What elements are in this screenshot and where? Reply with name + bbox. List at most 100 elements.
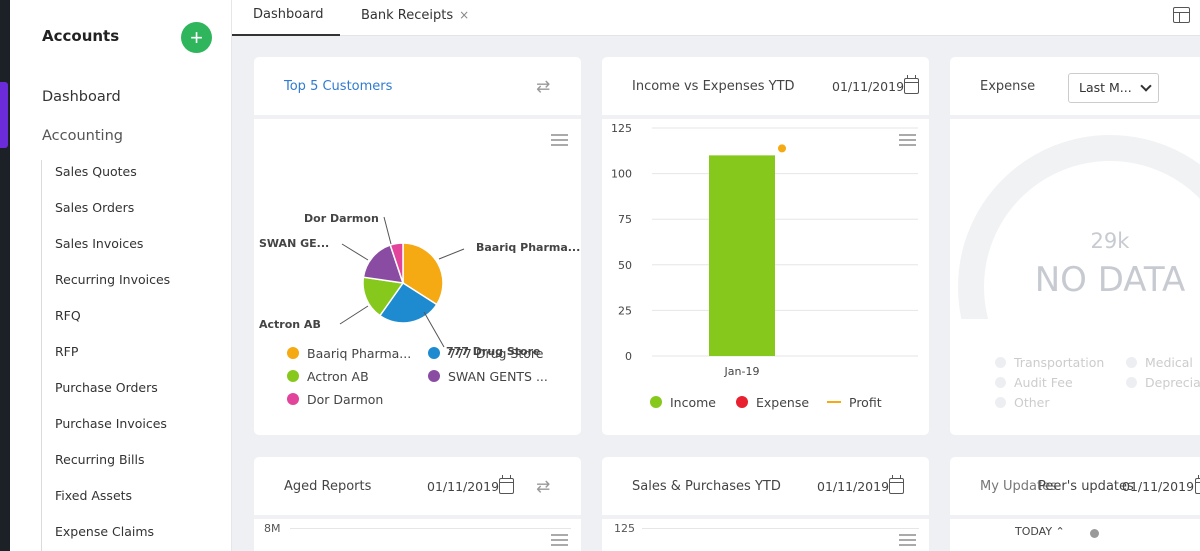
legend-dot (1126, 357, 1137, 368)
legend-item[interactable]: Actron AB (287, 369, 369, 384)
calendar-icon[interactable] (1195, 475, 1200, 494)
card-header: My Updates Peer's updates 01/11/2019 (950, 457, 1200, 519)
card-title: Sales & Purchases YTD (632, 479, 781, 494)
card-title[interactable]: My Updates (980, 479, 1057, 494)
tab-label: Dashboard (253, 7, 324, 22)
legend-item[interactable]: Depreciat (1126, 375, 1200, 390)
timeline-dot (1090, 529, 1099, 538)
pie-data-label: Dor Darmon (304, 212, 379, 225)
select-value: Last M... (1079, 80, 1132, 95)
sidebar: Accounts + Dashboard Accounting Sales Qu… (10, 0, 232, 551)
card-subtitle-peers[interactable]: Peer's updates (1038, 479, 1134, 494)
legend-label: Baariq Pharma... (307, 346, 412, 361)
pie-leader-line (341, 243, 369, 261)
legend-item[interactable]: Expense (736, 395, 809, 410)
sidebar-item-accounting[interactable]: Accounting (42, 128, 123, 144)
menu-icon[interactable] (899, 534, 916, 546)
tab-dashboard[interactable]: Dashboard (232, 0, 340, 36)
legend-item[interactable]: Baariq Pharma... (287, 346, 411, 361)
legend-marker (827, 401, 841, 403)
sidebar-item-sales-quotes[interactable]: Sales Quotes (55, 164, 137, 179)
sidebar-item-expense-claims[interactable]: Expense Claims (55, 524, 155, 539)
legend-dot (736, 396, 748, 408)
legend-dot (287, 370, 299, 382)
card-title: Income vs Expenses YTD (632, 79, 795, 94)
pie-data-label: Actron AB (259, 318, 321, 331)
legend-label: Depreciat (1145, 375, 1200, 390)
layout-icon[interactable] (1173, 7, 1190, 23)
card-title: Aged Reports (284, 479, 372, 494)
card-date[interactable]: 01/11/2019 (832, 79, 905, 94)
legend-item[interactable]: Profit (827, 395, 882, 410)
sidebar-item-rfq[interactable]: RFQ (55, 308, 81, 323)
legend-label: Profit (849, 395, 882, 410)
card-title[interactable]: Top 5 Customers (284, 79, 393, 94)
gridline (642, 528, 919, 529)
close-icon[interactable]: × (459, 8, 470, 22)
today-label[interactable]: TODAY ⌃ (1015, 525, 1065, 538)
card-income-expenses: Income vs Expenses YTD 01/11/2019 0 25 50 7… (602, 57, 929, 435)
legend-item[interactable]: Income (650, 395, 716, 410)
income-bar[interactable] (709, 155, 775, 356)
sidebar-item-fixed-assets[interactable]: Fixed Assets (55, 488, 133, 503)
card-header: Expense Last M... (950, 57, 1200, 119)
legend-item[interactable]: Dor Darmon (287, 392, 383, 407)
y-tick-label: 125 (611, 122, 632, 135)
axis-tick-label: 8M (264, 522, 281, 535)
donut-ring (958, 135, 1200, 319)
sidebar-item-purchase-invoices[interactable]: Purchase Invoices (55, 416, 167, 431)
legend-label: Actron AB (307, 369, 369, 384)
legend-dot (287, 393, 299, 405)
legend-dot (995, 357, 1006, 368)
legend-item[interactable]: 777 Drug Store (428, 346, 543, 361)
bar-chart: 0 25 50 75 100 125 Jan-19 (611, 122, 918, 378)
tab-bar: Dashboard Bank Receipts × (232, 0, 1200, 36)
pie-slice[interactable] (389, 242, 404, 284)
calendar-icon[interactable] (904, 75, 919, 94)
legend-label: Dor Darmon (307, 392, 384, 407)
legend-item[interactable]: Audit Fee (995, 375, 1073, 390)
sidebar-item-purchase-orders[interactable]: Purchase Orders (55, 380, 158, 395)
card-header: Top 5 Customers ⇄ (254, 57, 581, 119)
profit-point[interactable] (778, 144, 786, 153)
card-date[interactable]: 01/11/2019 (1122, 479, 1195, 494)
y-tick-label: 0 (625, 350, 632, 363)
card-aged-reports: Aged Reports 01/11/2019 ⇄ 8M (254, 457, 581, 551)
card-header: Sales & Purchases YTD 01/11/2019 (602, 457, 929, 519)
calendar-icon[interactable] (889, 475, 904, 494)
tab-bank-receipts[interactable]: Bank Receipts × (361, 0, 469, 36)
gridline (290, 528, 571, 529)
card-top-customers: Top 5 Customers ⇄ Baariq Pharma... 777 Dr… (254, 57, 581, 435)
card-header: Aged Reports 01/11/2019 ⇄ (254, 457, 581, 519)
card-expense: Expense Last M... 29k NO DATA Transporta… (950, 57, 1200, 435)
sidebar-title: Accounts (42, 27, 120, 45)
sidebar-item-sales-invoices[interactable]: Sales Invoices (55, 236, 144, 251)
card-title: Expense (980, 79, 1036, 94)
pie-slice[interactable] (378, 281, 438, 324)
period-select[interactable]: Last M... (1068, 73, 1159, 103)
card-header: Income vs Expenses YTD 01/11/2019 (602, 57, 929, 119)
card-date[interactable]: 01/11/2019 (817, 479, 890, 494)
legend-item[interactable]: SWAN GENTS ... (428, 369, 548, 384)
menu-icon[interactable] (899, 134, 916, 146)
menu-icon[interactable] (551, 534, 568, 546)
legend-item[interactable]: Other (995, 395, 1050, 410)
pie-leader-line (339, 305, 369, 325)
legend-label: Income (670, 395, 716, 410)
sidebar-item-dashboard[interactable]: Dashboard (42, 89, 121, 105)
pie-slice[interactable] (362, 276, 405, 317)
calendar-icon[interactable] (499, 475, 514, 494)
refresh-icon[interactable]: ⇄ (536, 77, 551, 97)
legend-item[interactable]: Transportation (995, 355, 1104, 370)
add-icon[interactable]: + (181, 22, 212, 53)
legend-item[interactable]: Medical (1126, 355, 1193, 370)
sidebar-item-recurring-invoices[interactable]: Recurring Invoices (55, 272, 171, 287)
sidebar-item-sales-orders[interactable]: Sales Orders (55, 200, 135, 215)
sidebar-item-rfp[interactable]: RFP (55, 344, 79, 359)
legend-label: Audit Fee (1014, 375, 1073, 390)
refresh-icon[interactable]: ⇄ (536, 477, 551, 497)
menu-icon[interactable] (551, 134, 568, 146)
card-date[interactable]: 01/11/2019 (427, 479, 500, 494)
sidebar-item-recurring-bills[interactable]: Recurring Bills (55, 452, 145, 467)
